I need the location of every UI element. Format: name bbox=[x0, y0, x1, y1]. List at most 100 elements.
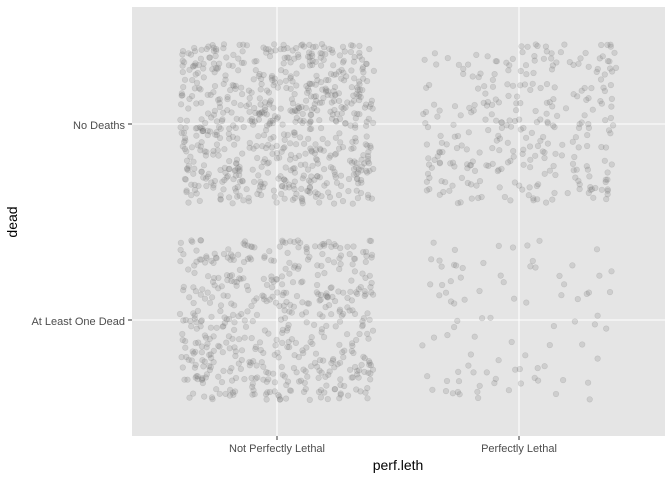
data-point bbox=[182, 344, 189, 351]
data-point bbox=[179, 47, 187, 55]
data-point bbox=[332, 91, 339, 98]
data-point bbox=[365, 335, 372, 342]
data-point bbox=[194, 69, 201, 77]
data-point bbox=[365, 358, 373, 365]
data-point bbox=[583, 96, 590, 103]
data-point bbox=[319, 250, 326, 258]
data-point bbox=[278, 190, 285, 197]
data-point bbox=[250, 387, 257, 394]
data-point bbox=[193, 373, 200, 380]
data-point bbox=[305, 187, 312, 195]
data-point bbox=[345, 392, 352, 399]
data-point bbox=[447, 278, 454, 285]
data-point bbox=[302, 385, 309, 393]
data-point bbox=[544, 118, 551, 126]
data-point bbox=[601, 87, 609, 95]
data-point bbox=[314, 173, 321, 180]
data-point bbox=[197, 323, 204, 330]
data-point bbox=[207, 351, 214, 358]
data-point bbox=[273, 276, 280, 283]
data-point bbox=[513, 93, 521, 100]
data-point bbox=[248, 243, 255, 250]
data-point bbox=[197, 237, 205, 244]
data-point bbox=[243, 186, 250, 193]
data-point bbox=[333, 179, 341, 186]
data-point bbox=[586, 173, 593, 180]
data-point bbox=[329, 49, 336, 56]
data-point bbox=[320, 56, 327, 64]
data-point bbox=[354, 176, 361, 183]
data-point bbox=[315, 374, 322, 382]
data-point bbox=[286, 184, 293, 191]
data-point bbox=[178, 92, 185, 99]
data-point bbox=[262, 99, 269, 106]
data-point bbox=[340, 310, 347, 318]
data-point bbox=[205, 110, 212, 117]
data-point bbox=[576, 181, 583, 188]
data-point bbox=[306, 184, 314, 191]
data-point bbox=[314, 156, 321, 164]
data-point bbox=[321, 270, 328, 277]
data-point bbox=[359, 86, 366, 94]
data-point bbox=[295, 263, 302, 270]
data-point bbox=[265, 89, 273, 96]
data-point bbox=[213, 118, 220, 125]
data-point bbox=[309, 162, 316, 169]
data-point bbox=[179, 92, 186, 99]
data-point bbox=[229, 133, 236, 140]
data-point bbox=[351, 310, 359, 318]
data-point bbox=[200, 363, 207, 370]
data-point bbox=[260, 275, 267, 283]
data-point bbox=[299, 110, 306, 117]
data-point bbox=[552, 150, 559, 157]
data-point bbox=[478, 193, 485, 201]
data-point bbox=[266, 121, 273, 128]
data-point bbox=[516, 182, 523, 189]
data-point bbox=[299, 196, 306, 203]
data-point bbox=[222, 76, 229, 83]
data-point bbox=[337, 359, 344, 366]
data-point bbox=[368, 195, 376, 202]
data-point bbox=[353, 289, 360, 296]
data-point bbox=[206, 54, 213, 61]
data-point bbox=[520, 146, 527, 153]
data-point bbox=[559, 141, 566, 148]
data-point bbox=[193, 319, 200, 326]
data-point bbox=[266, 388, 274, 396]
data-point bbox=[291, 90, 298, 98]
data-point bbox=[511, 117, 519, 125]
data-point bbox=[465, 61, 472, 68]
data-point bbox=[318, 99, 326, 106]
data-point bbox=[307, 118, 314, 125]
data-point bbox=[348, 42, 355, 49]
data-point bbox=[350, 145, 357, 152]
data-point bbox=[455, 368, 462, 376]
data-point bbox=[278, 148, 285, 155]
data-point bbox=[331, 386, 338, 393]
data-point bbox=[585, 289, 593, 296]
data-point bbox=[365, 369, 372, 376]
data-point bbox=[296, 105, 303, 112]
data-point bbox=[228, 109, 235, 116]
data-point bbox=[319, 313, 326, 320]
data-point bbox=[229, 62, 236, 69]
data-point bbox=[339, 198, 347, 205]
data-point bbox=[532, 41, 539, 48]
data-point bbox=[216, 103, 224, 111]
data-point bbox=[608, 68, 616, 75]
data-point bbox=[525, 192, 532, 199]
data-point bbox=[282, 184, 289, 191]
data-point bbox=[542, 199, 550, 206]
data-point bbox=[544, 120, 551, 127]
data-point bbox=[549, 62, 557, 69]
data-point bbox=[210, 359, 217, 366]
data-point bbox=[291, 352, 298, 359]
data-point bbox=[276, 302, 283, 310]
data-point bbox=[460, 70, 467, 77]
data-point bbox=[524, 242, 531, 249]
data-point bbox=[303, 249, 310, 256]
data-point bbox=[581, 84, 588, 92]
data-point bbox=[336, 308, 343, 315]
data-point bbox=[263, 87, 271, 94]
data-point bbox=[295, 103, 302, 110]
